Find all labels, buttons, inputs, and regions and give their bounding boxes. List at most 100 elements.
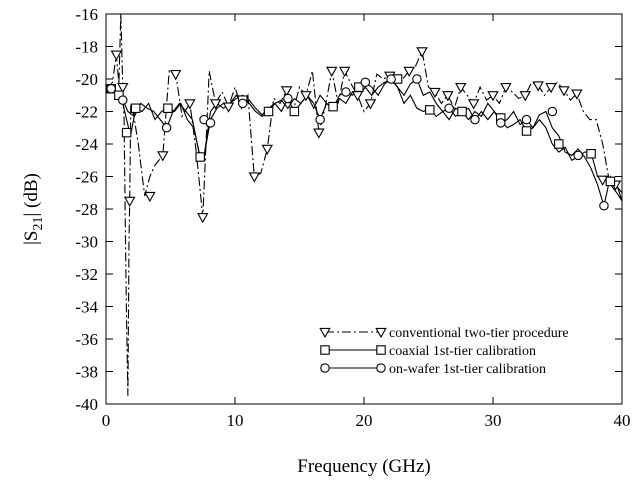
y-axis-title: |S21| (dB) xyxy=(21,173,46,245)
series-1-marker xyxy=(429,87,441,99)
y-tick-label: -30 xyxy=(75,233,98,252)
legend-marker-1 xyxy=(375,327,387,339)
series-1-marker xyxy=(596,175,609,186)
y-tick-label: -22 xyxy=(75,103,98,122)
series-3-marker xyxy=(237,98,248,109)
series-2-marker xyxy=(289,106,300,117)
series-1-marker xyxy=(338,66,351,78)
series-3-marker xyxy=(470,114,480,125)
legend-marker-3 xyxy=(320,363,330,373)
series-3-marker xyxy=(495,118,506,128)
series-2-marker xyxy=(425,105,435,115)
series-1-marker xyxy=(519,91,531,102)
series-1-marker xyxy=(416,47,428,58)
series-3-marker xyxy=(386,74,396,84)
series-line-2 xyxy=(106,78,623,202)
series-1-marker xyxy=(532,81,544,92)
series-1-marker xyxy=(558,86,570,97)
series-2-marker xyxy=(457,106,467,117)
series-2-marker xyxy=(586,149,596,159)
series-1-marker xyxy=(248,172,261,183)
y-tick-label: -40 xyxy=(75,395,98,414)
x-tick-label: 40 xyxy=(614,411,631,430)
series-3-marker xyxy=(599,201,609,211)
series-3-marker xyxy=(360,77,371,88)
series-2-marker xyxy=(195,152,205,162)
series-3-marker xyxy=(315,114,325,125)
series-2-marker xyxy=(130,103,141,114)
series-markers xyxy=(106,47,622,224)
series-1-marker xyxy=(364,99,377,110)
series-1-marker xyxy=(261,144,273,156)
series-2-marker xyxy=(121,127,132,138)
series-1-marker xyxy=(571,89,583,100)
axis-ticks: 0 10 20 30 40 -40 -38 -36 -34 -32 -30 -28 -26 -24 -22 -… xyxy=(75,5,630,430)
series-3-marker xyxy=(341,87,351,97)
series-2-marker xyxy=(354,82,364,92)
series-1-marker xyxy=(403,66,415,78)
series-2-marker xyxy=(605,176,616,187)
legend-marker-2 xyxy=(376,345,386,355)
series-1-marker xyxy=(110,50,123,61)
series-1-marker xyxy=(313,128,325,139)
y-tick-label: -16 xyxy=(75,5,98,24)
series-2-marker xyxy=(263,106,274,117)
series-1-marker xyxy=(222,102,235,113)
series-1-marker xyxy=(117,82,129,94)
y-tick-label: -34 xyxy=(75,298,98,317)
series-3-marker xyxy=(547,106,558,117)
series-1-marker xyxy=(326,66,338,78)
legend-marker-2 xyxy=(320,345,330,355)
series-1-marker xyxy=(280,86,293,97)
y-axis-title-prefix: |S xyxy=(21,231,42,245)
series-1-marker xyxy=(467,99,480,110)
x-tick-label: 10 xyxy=(227,411,244,430)
x-tick-label: 0 xyxy=(102,411,111,430)
legend-marker-3 xyxy=(376,363,386,373)
legend-label-1: conventional two-tier procedure xyxy=(389,326,569,341)
y-tick-label: -18 xyxy=(75,38,98,57)
series-2-marker xyxy=(163,103,173,114)
series-1-marker xyxy=(300,91,312,102)
series-3-marker xyxy=(118,95,128,105)
y-tick-label: -28 xyxy=(75,200,98,219)
x-tick-label: 30 xyxy=(485,411,502,430)
series-3-marker xyxy=(573,150,583,161)
series-1-marker xyxy=(500,82,512,94)
y-tick-label: -20 xyxy=(75,70,98,89)
series-1-marker xyxy=(144,191,156,203)
series-3-marker xyxy=(521,114,532,125)
series-1-marker xyxy=(487,91,499,102)
x-tick-label: 20 xyxy=(356,411,373,430)
series-3-marker xyxy=(444,103,454,114)
series-1-marker xyxy=(157,151,169,162)
series-1-marker xyxy=(123,196,136,208)
series-1-marker xyxy=(442,91,454,102)
series-line-3 xyxy=(107,78,623,208)
legend-marker-1 xyxy=(319,327,331,339)
series-1-marker xyxy=(209,99,222,110)
plot-frame xyxy=(105,13,623,405)
series-1-marker xyxy=(351,91,364,102)
series-2-marker xyxy=(328,101,338,112)
y-tick-label: -26 xyxy=(75,168,98,187)
y-axis-title-subscript: 21 xyxy=(31,217,46,231)
legend-label-2: coaxial 1st-tier calibration xyxy=(389,344,536,359)
legend-label-3: on-wafer 1st-tier calibration xyxy=(389,362,546,377)
series-3-marker xyxy=(106,84,116,94)
series-1-marker xyxy=(545,82,557,94)
y-tick-label: -38 xyxy=(75,363,98,382)
legend: conventional two-tier procedure coaxial 1… xyxy=(319,326,569,377)
series-line-1 xyxy=(106,13,623,396)
y-axis-title-suffix: | (dB) xyxy=(21,173,42,216)
y-tick-label: -32 xyxy=(75,265,98,284)
series-3-marker xyxy=(412,74,422,84)
series-1-marker xyxy=(197,212,209,224)
x-axis-title: Frequency (GHz) xyxy=(297,456,430,477)
y-tick-label: -36 xyxy=(75,330,98,349)
series-1-marker xyxy=(169,69,182,81)
series-3-marker xyxy=(205,118,216,128)
series-1-marker xyxy=(184,99,196,110)
y-tick-label: -24 xyxy=(75,135,98,154)
